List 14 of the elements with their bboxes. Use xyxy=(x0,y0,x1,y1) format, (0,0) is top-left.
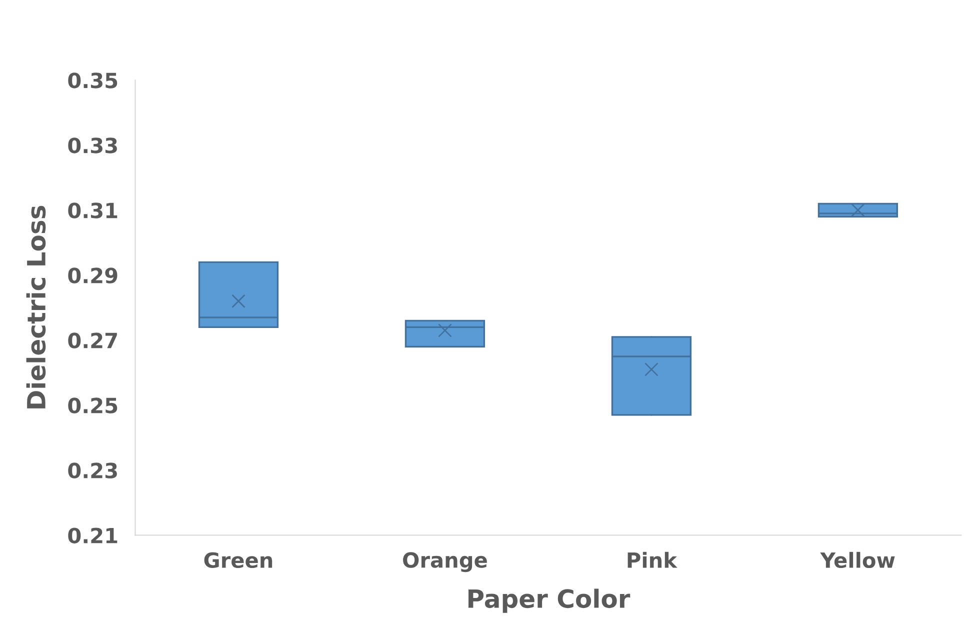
x-tick-label: Green xyxy=(204,552,272,568)
x-tick-label: Orange xyxy=(403,552,487,572)
x-tick-label: Pink xyxy=(628,552,678,568)
y-axis-title: Dielectric Loss xyxy=(26,206,46,408)
y-tick-label: 0.31 xyxy=(68,202,118,218)
y-tick-label: 0.23 xyxy=(68,462,117,478)
x-tick-label: Yellow xyxy=(820,552,895,568)
y-tick-label: 0.21 xyxy=(68,528,118,544)
y-tick-label: 0.33 xyxy=(68,138,117,154)
y-tick-label: 0.25 xyxy=(68,398,118,414)
y-tick-label: 0.29 xyxy=(68,268,118,284)
x-axis-title: Paper Color xyxy=(468,588,630,613)
y-tick-label: 0.27 xyxy=(68,332,117,348)
y-tick-label: 0.35 xyxy=(68,72,118,88)
